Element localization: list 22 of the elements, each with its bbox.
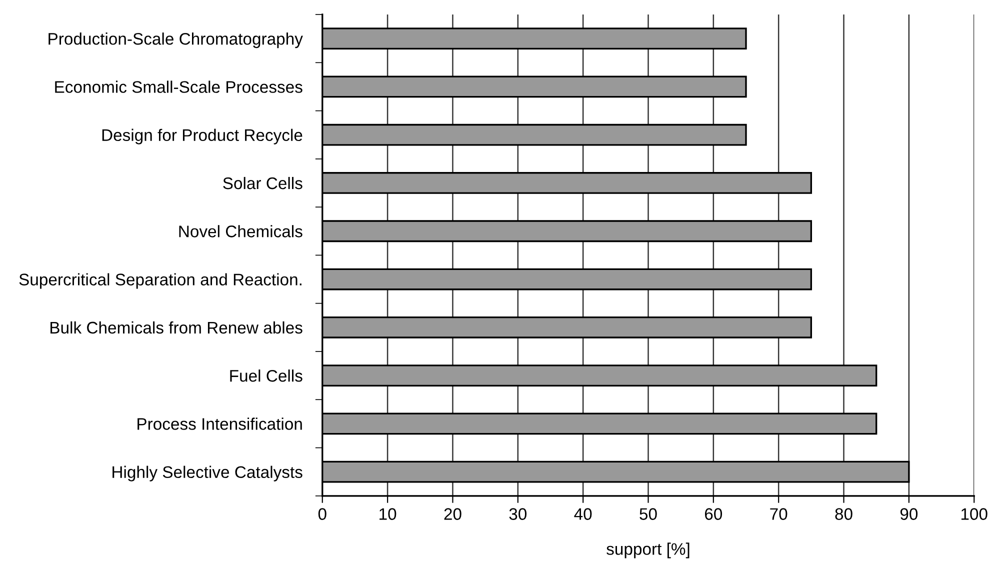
x-tick-label: 100 — [961, 508, 988, 520]
x-tick-label: 0 — [318, 508, 326, 520]
y-tick-label: Bulk Chemicals from Renew ables — [50, 321, 302, 334]
y-tick-label: Process Intensification — [138, 418, 302, 430]
y-tick-label: Solar Cells — [223, 176, 302, 190]
y-tick-label: Highly Selective Catalysts — [112, 466, 302, 482]
x-tick-label: 60 — [704, 508, 722, 520]
y-tick-label: Fuel Cells — [230, 370, 302, 382]
x-tick-label: 20 — [444, 508, 462, 520]
x-tick-label: 30 — [509, 508, 527, 520]
x-tick-label: 40 — [574, 508, 592, 520]
y-tick-label: Novel Chemicals — [179, 225, 302, 238]
y-tick-label: Economic Small-Scale Processes — [55, 80, 302, 93]
x-axis-title: support [%] — [606, 542, 690, 558]
x-tick-label: 50 — [640, 508, 657, 520]
y-tick-label: Production-Scale Chromatography — [48, 32, 303, 48]
x-tick-label: 80 — [835, 508, 852, 520]
x-tick-label: 10 — [380, 508, 396, 520]
x-tick-label: 70 — [770, 508, 788, 520]
x-tick-label: 90 — [900, 508, 918, 520]
y-tick-label: Supercritical Separation and Reaction. — [19, 273, 302, 289]
y-tick-label: Design for Product Recycle — [102, 128, 302, 144]
